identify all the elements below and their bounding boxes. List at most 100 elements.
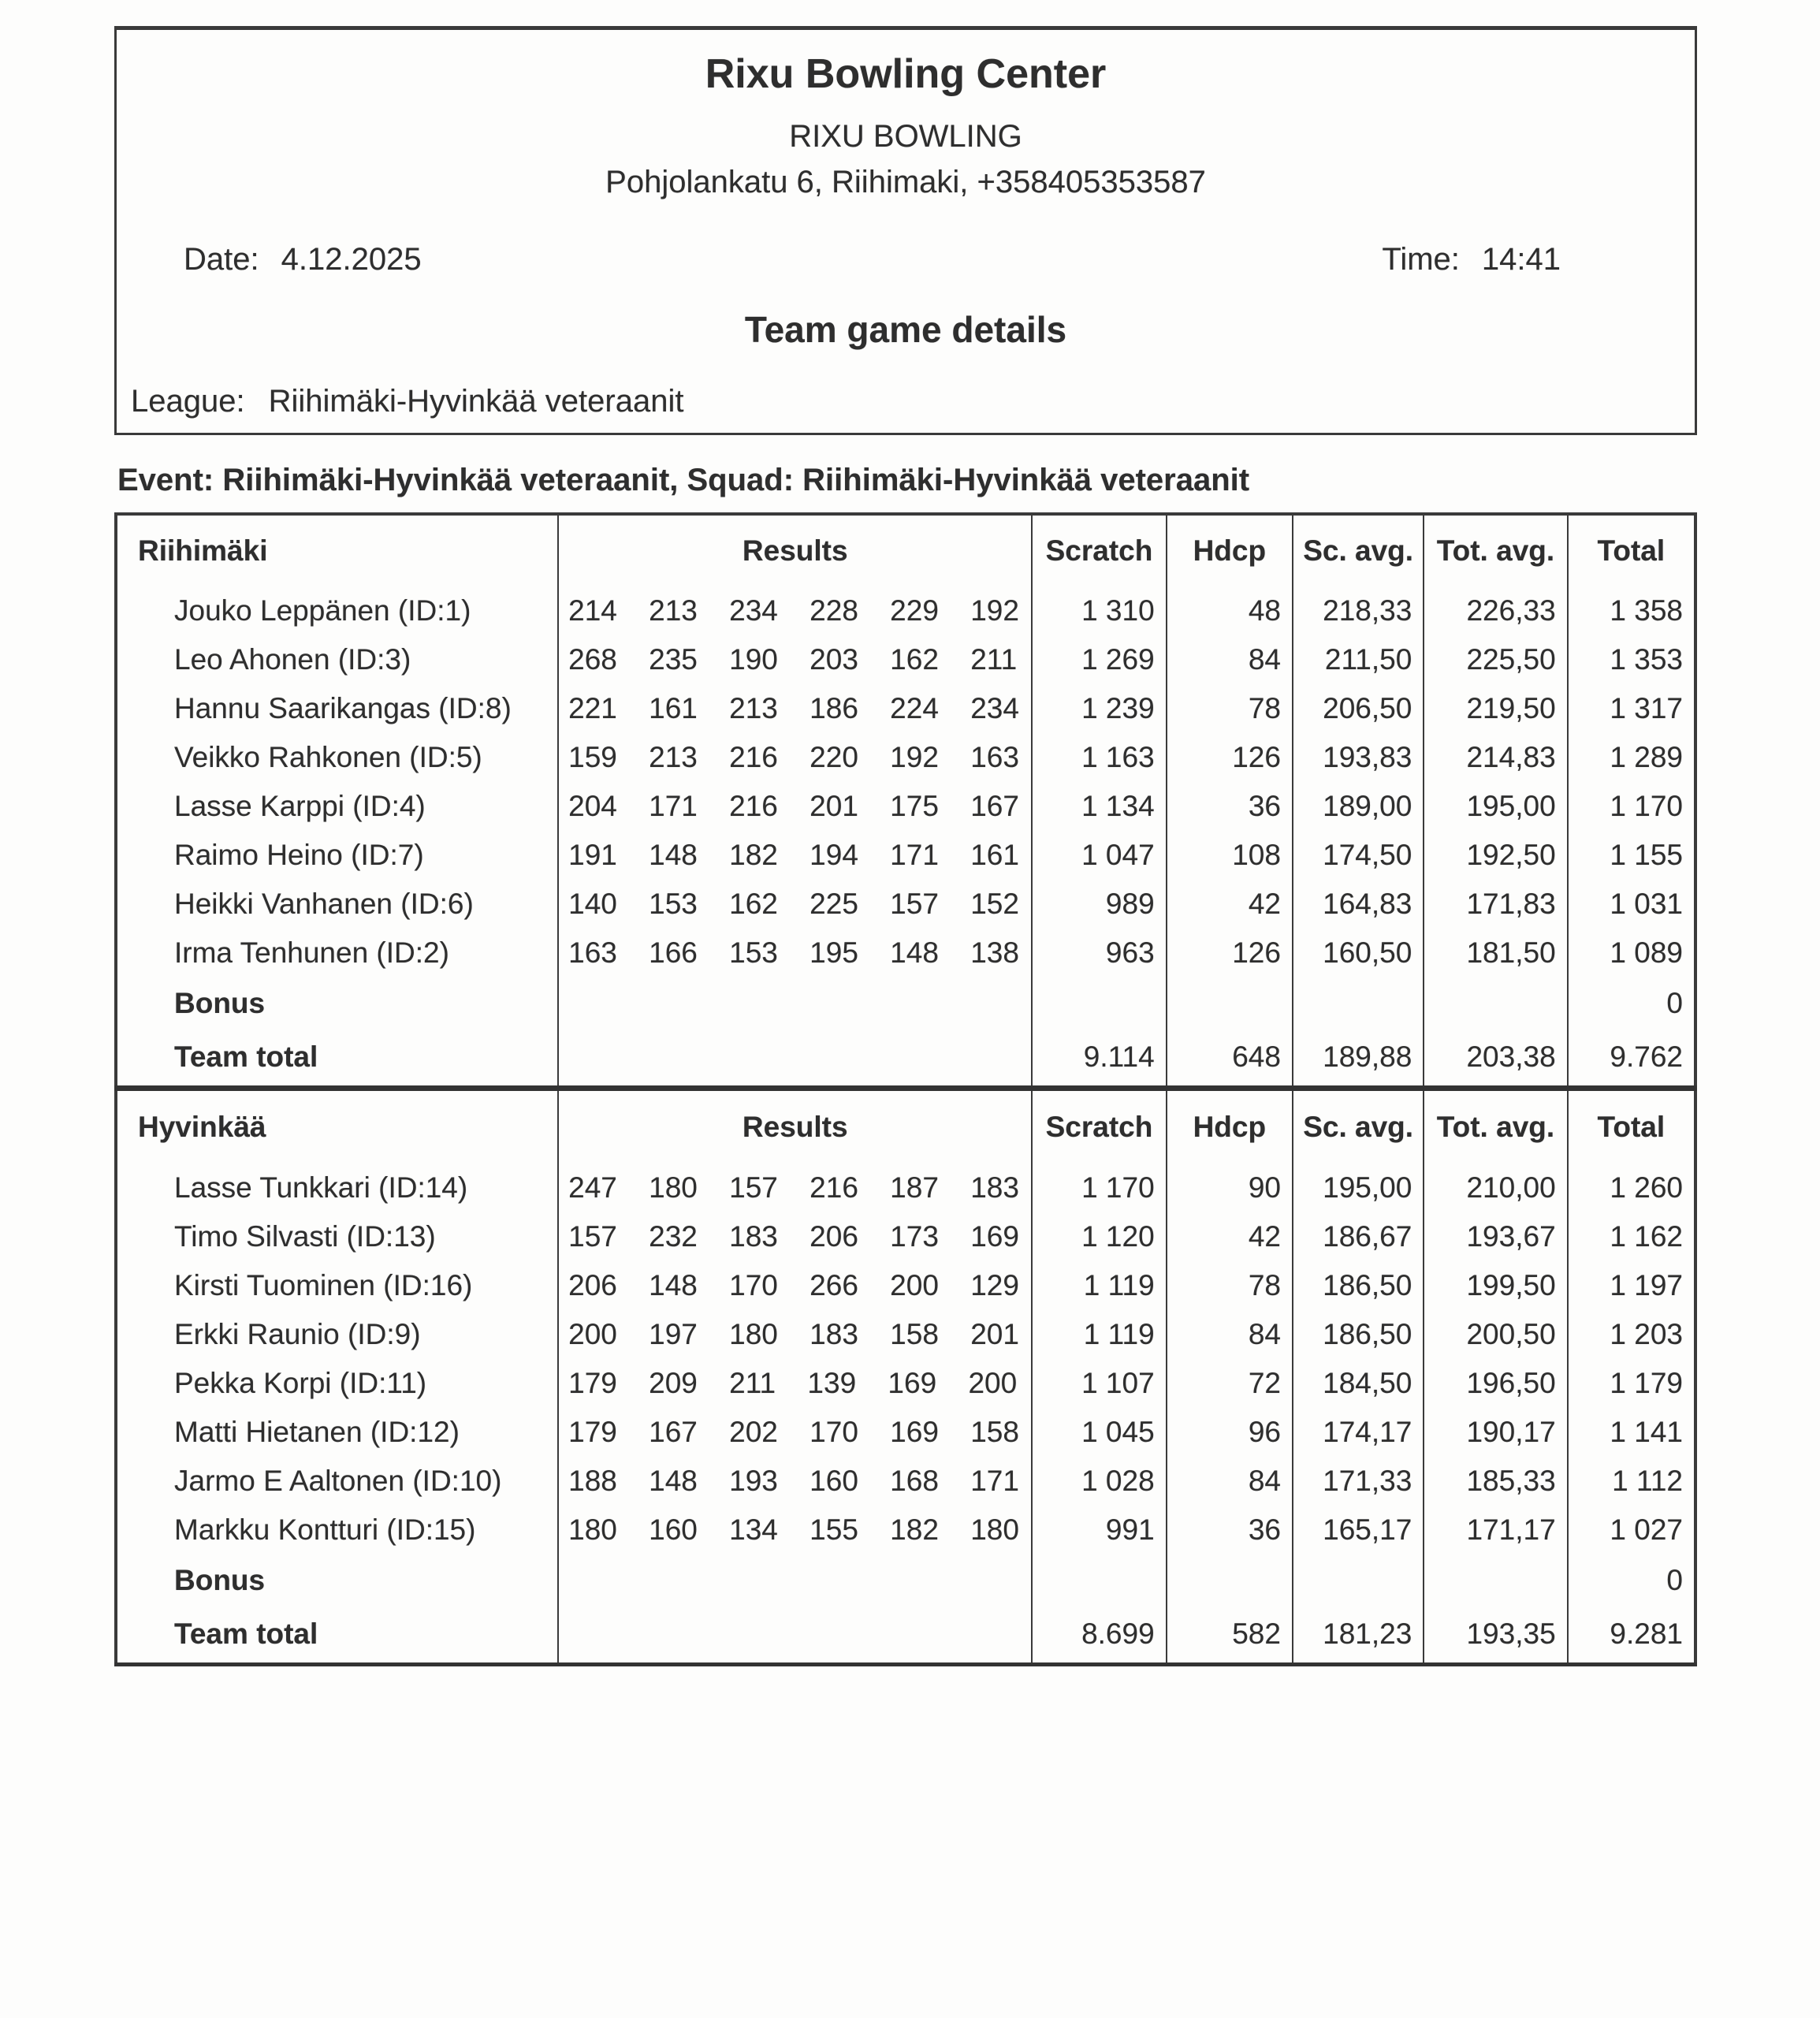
bonus-label: Bonus: [174, 1563, 266, 1596]
empty-cell: [1291, 977, 1424, 1029]
team-total-label: Team total: [174, 1618, 318, 1651]
player-tot-avg-cell: 219,50: [1423, 684, 1568, 733]
table-header-row: Hyvinkää Results Scratch Hdcp Sc. avg. T…: [116, 1090, 1695, 1164]
player-sc-avg-cell: 218,33: [1291, 586, 1424, 635]
player-scratch-cell: 1 047: [1031, 831, 1167, 880]
hdcp-column-header: Hdcp: [1165, 1090, 1293, 1164]
player-total-cell: 1 317: [1566, 684, 1695, 733]
player-sc-avg-cell: 186,67: [1291, 1212, 1424, 1261]
player-sc-avg-cell: 211,50: [1291, 635, 1424, 684]
empty-cell: [1291, 1554, 1424, 1607]
player-name-cell: Lasse Tunkkari (ID:14): [174, 1171, 468, 1204]
player-name-cell: Raimo Heino (ID:7): [174, 839, 424, 871]
player-sc-avg-cell: 186,50: [1291, 1260, 1424, 1310]
player-results-cell: 188 148 193 160 168 171: [557, 1456, 1033, 1506]
results-column-header: Results: [557, 514, 1033, 586]
player-scratch-cell: 1 107: [1031, 1358, 1167, 1408]
player-row: Kirsti Tuominen (ID:16) 206 148 170 266 …: [116, 1260, 1695, 1310]
player-scratch-cell: 1 239: [1031, 684, 1167, 733]
team-total-row: Team total 9.114 648 189,88 203,38 9.762: [116, 1029, 1695, 1088]
player-results-cell: 206 148 170 266 200 129: [557, 1260, 1033, 1310]
empty-cell: [557, 977, 1033, 1029]
player-total-cell: 1 027: [1566, 1505, 1695, 1554]
player-sc-avg-cell: 160,50: [1291, 929, 1424, 977]
hdcp-column-header: Hdcp: [1165, 514, 1293, 586]
player-sc-avg-cell: 174,17: [1291, 1407, 1424, 1457]
player-row: Heikki Vanhanen (ID:6) 140 153 162 225 1…: [116, 880, 1695, 929]
player-name-cell: Matti Hietanen (ID:12): [174, 1415, 460, 1448]
player-name-cell: Jarmo E Aaltonen (ID:10): [174, 1464, 502, 1497]
player-scratch-cell: 1 310: [1031, 586, 1167, 635]
player-total-cell: 1 260: [1566, 1163, 1695, 1212]
player-hdcp-cell: 42: [1165, 1212, 1293, 1261]
player-total-cell: 1 289: [1566, 733, 1695, 782]
player-total-cell: 1 203: [1566, 1309, 1695, 1359]
player-name-cell: Timo Silvasti (ID:13): [174, 1219, 436, 1253]
player-scratch-cell: 1 134: [1031, 782, 1167, 831]
total-column-header: Total: [1566, 1090, 1695, 1164]
player-name-cell: Erkki Raunio (ID:9): [174, 1317, 421, 1350]
event-squad-line: Event: Riihimäki-Hyvinkää veteraanit, Sq…: [117, 463, 1250, 497]
bonus-row: Bonus 0: [116, 1554, 1695, 1607]
player-hdcp-cell: 90: [1165, 1163, 1293, 1212]
player-row: Irma Tenhunen (ID:2) 163 166 153 195 148…: [116, 929, 1695, 977]
player-name-cell: Veikko Rahkonen (ID:5): [174, 741, 482, 773]
player-tot-avg-cell: 200,50: [1423, 1309, 1568, 1359]
team-total-row: Team total 8.699 582 181,23 193,35 9.281: [116, 1606, 1695, 1665]
player-hdcp-cell: 78: [1165, 684, 1293, 733]
player-row: Raimo Heino (ID:7) 191 148 182 194 171 1…: [116, 831, 1695, 880]
player-hdcp-cell: 42: [1165, 880, 1293, 929]
player-scratch-cell: 1 120: [1031, 1212, 1167, 1261]
player-scratch-cell: 1 163: [1031, 733, 1167, 782]
player-hdcp-cell: 72: [1165, 1358, 1293, 1408]
player-results-cell: 159 213 216 220 192 163: [557, 733, 1033, 782]
player-hdcp-cell: 108: [1165, 831, 1293, 880]
player-results-cell: 268 235 190 203 162 211: [557, 635, 1033, 684]
time-value: 14:41: [1481, 242, 1561, 277]
report-title: Team game details: [744, 309, 1067, 350]
player-tot-avg-cell: 185,33: [1423, 1456, 1568, 1506]
player-scratch-cell: 963: [1031, 929, 1167, 977]
team-total-scratch-cell: 9.114: [1031, 1029, 1167, 1088]
player-name-cell: Lasse Karppi (ID:4): [174, 790, 426, 822]
time-field: Time: 14:41: [1382, 241, 1561, 277]
player-scratch-cell: 989: [1031, 880, 1167, 929]
player-results-cell: 221 161 213 186 224 234: [557, 684, 1033, 733]
team-total-label: Team total: [174, 1041, 318, 1074]
player-scratch-cell: 1 119: [1031, 1309, 1167, 1359]
date-field: Date: 4.12.2025: [184, 241, 422, 277]
player-results-cell: 200 197 180 183 158 201: [557, 1309, 1033, 1359]
player-name-cell: Kirsti Tuominen (ID:16): [174, 1268, 473, 1301]
center-address: Pohjolankatu 6, Riihimaki, +358405353587: [605, 165, 1206, 199]
player-sc-avg-cell: 189,00: [1291, 782, 1424, 831]
player-scratch-cell: 1 170: [1031, 1163, 1167, 1212]
table-header-row: Riihimäki Results Scratch Hdcp Sc. avg. …: [116, 514, 1695, 586]
bonus-value-cell: 0: [1566, 1554, 1695, 1607]
empty-cell: [1165, 1554, 1293, 1607]
player-hdcp-cell: 78: [1165, 1260, 1293, 1310]
player-total-cell: 1 197: [1566, 1260, 1695, 1310]
player-hdcp-cell: 126: [1165, 929, 1293, 977]
results-column-header: Results: [557, 1090, 1033, 1164]
player-scratch-cell: 1 269: [1031, 635, 1167, 684]
player-total-cell: 1 112: [1566, 1456, 1695, 1506]
bonus-value-cell: 0: [1566, 977, 1695, 1029]
player-tot-avg-cell: 226,33: [1423, 586, 1568, 635]
player-name-cell: Jouko Leppänen (ID:1): [174, 594, 471, 627]
player-hdcp-cell: 126: [1165, 733, 1293, 782]
player-tot-avg-cell: 225,50: [1423, 635, 1568, 684]
empty-cell: [1165, 977, 1293, 1029]
player-results-cell: 140 153 162 225 157 152: [557, 880, 1033, 929]
team-table-hyvinkaa: Hyvinkää Results Scratch Hdcp Sc. avg. T…: [114, 1090, 1697, 1666]
sc-avg-column-header: Sc. avg.: [1291, 1090, 1424, 1164]
league-row: League: Riihimäki-Hyvinkää veteraanit: [117, 383, 1695, 419]
player-total-cell: 1 170: [1566, 782, 1695, 831]
player-scratch-cell: 1 028: [1031, 1456, 1167, 1506]
player-results-cell: 179 167 202 170 169 158: [557, 1407, 1033, 1457]
player-tot-avg-cell: 181,50: [1423, 929, 1568, 977]
player-sc-avg-cell: 186,50: [1291, 1309, 1424, 1359]
player-total-cell: 1 353: [1566, 635, 1695, 684]
player-tot-avg-cell: 214,83: [1423, 733, 1568, 782]
player-hdcp-cell: 84: [1165, 1456, 1293, 1506]
player-row: Jarmo E Aaltonen (ID:10) 188 148 193 160…: [116, 1456, 1695, 1506]
